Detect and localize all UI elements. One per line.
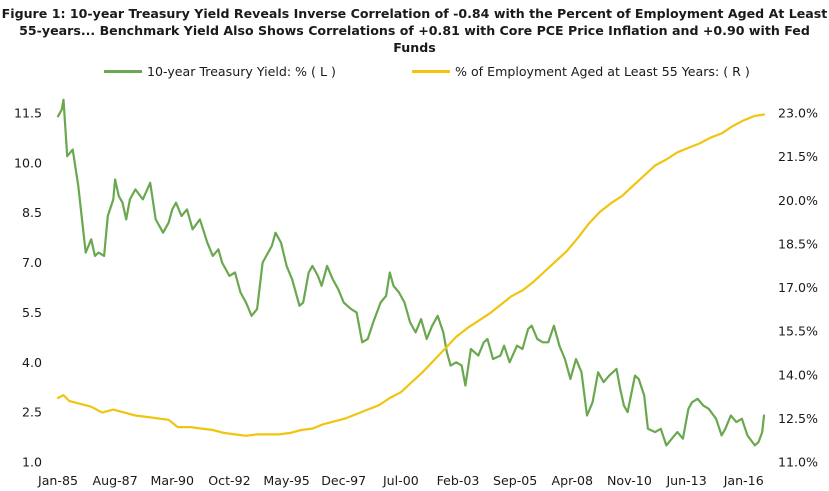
x-tick-label: May-95 (263, 473, 309, 488)
y-left-tick-label: 4.0 (22, 355, 42, 370)
x-tick-label: Jul-00 (382, 473, 419, 488)
y-right-tick-label: 18.5% (778, 236, 818, 251)
y-right-tick-label: 11.0% (778, 455, 818, 470)
x-tick-label: Oct-92 (208, 473, 250, 488)
legend-item-treasury: 10-year Treasury Yield: % ( L ) (104, 64, 336, 79)
x-axis: Jan-85 Aug-87 Mar-90 Oct-92 May-95 Dec-97 Jul-… (37, 473, 764, 488)
legend-item-employment: % of Employment Aged at Least 55 Years: … (412, 64, 750, 79)
x-tick-label: Sep-05 (493, 473, 537, 488)
y-left-tick-label: 5.5 (22, 305, 42, 320)
x-tick-label: Nov-10 (607, 473, 652, 488)
series-line-employment-55plus (56, 113, 766, 437)
y-right-tick-label: 14.0% (778, 367, 818, 382)
y-left-tick-label: 1.0 (22, 455, 42, 470)
x-tick-label: Jan-16 (723, 473, 764, 488)
legend-label-employment: % of Employment Aged at Least 55 Years: … (455, 64, 750, 79)
y-right-tick-label: 17.0% (778, 280, 818, 295)
legend-swatch-treasury (104, 70, 142, 73)
left-axis: 1.0 2.5 4.0 5.5 7.0 8.5 10.0 11.5 (14, 106, 42, 470)
y-right-tick-label: 12.5% (778, 411, 818, 426)
x-tick-label: Apr-08 (552, 473, 594, 488)
y-left-tick-label: 8.5 (22, 205, 42, 220)
series-layer (56, 98, 766, 447)
x-tick-label: Dec-97 (321, 473, 366, 488)
x-tick-label: Jun-13 (665, 473, 706, 488)
y-right-tick-label: 20.0% (778, 193, 818, 208)
y-left-tick-label: 7.0 (22, 255, 42, 270)
y-right-tick-label: 15.5% (778, 324, 818, 339)
chart-title: Figure 1: 10-year Treasury Yield Reveals… (1, 6, 828, 55)
y-right-tick-label: 21.5% (778, 149, 818, 164)
right-axis: 11.0% 12.5% 14.0% 15.5% 17.0% 18.5% 20.0% 21.5%… (778, 106, 818, 470)
legend: 10-year Treasury Yield: % ( L ) % of Emp… (0, 64, 829, 82)
x-tick-label: Feb-03 (437, 473, 480, 488)
legend-label-treasury: 10-year Treasury Yield: % ( L ) (147, 64, 336, 79)
x-tick-label: Aug-87 (93, 473, 138, 488)
x-tick-label: Jan-85 (37, 473, 78, 488)
y-left-tick-label: 10.0 (14, 155, 42, 170)
legend-swatch-employment (412, 70, 450, 73)
y-right-tick-label: 23.0% (778, 106, 818, 121)
y-left-tick-label: 11.5 (14, 106, 42, 121)
y-left-tick-label: 2.5 (22, 405, 42, 420)
series-line-treasury-yield (56, 98, 766, 447)
x-tick-label: Mar-90 (151, 473, 195, 488)
